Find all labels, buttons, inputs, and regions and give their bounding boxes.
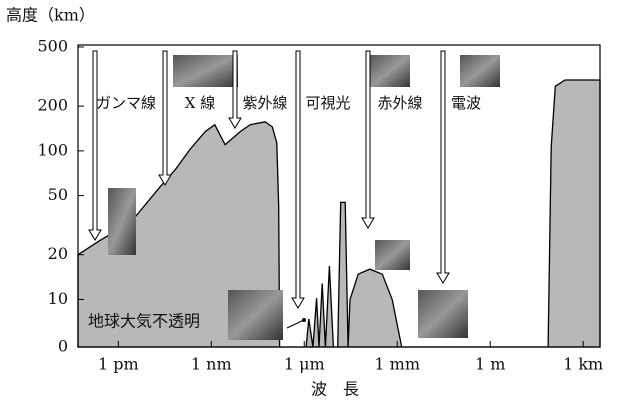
x-tick-label: 1 μm [284,355,325,374]
band-label: 可視光 [305,94,350,112]
band-label: 紫外線 [242,94,287,112]
x-tick-label: 1 m [475,355,505,374]
photo [418,290,468,338]
band-label: X 線 [185,94,215,112]
photo [173,55,238,87]
chart: 高度（km） 波 長 0 10 20 50 100 200 500 1 pm 1 nm 1 μm 1… [0,0,620,408]
y-axis-title: 高度（km） [6,6,95,25]
photo [108,188,136,255]
y-tick-label: 100 [37,140,68,159]
band-label: 電波 [451,94,481,112]
photo [375,240,410,270]
y-tick-label: 50 [48,185,68,204]
x-axis-title: 波 長 [311,380,359,399]
band-label: 赤外線 [377,94,422,112]
y-tick-label: 10 [48,289,68,308]
x-tick-label: 1 pm [98,355,139,374]
photo [460,55,500,87]
x-tick-label: 1 nm [191,355,232,374]
photo [228,290,283,340]
x-tick-label: 1 mm [374,355,420,374]
y-tick-label: 0 [58,337,68,356]
x-tick-label: 1 km [563,355,603,374]
photo [370,55,410,87]
y-tick-label: 200 [37,96,68,115]
annotation: 地球大気不透明 [88,312,200,331]
band-label: ガンマ線 [96,94,156,112]
pointer-dot [302,318,306,322]
y-tick-label: 20 [48,244,68,263]
y-tick-label: 500 [37,37,68,56]
